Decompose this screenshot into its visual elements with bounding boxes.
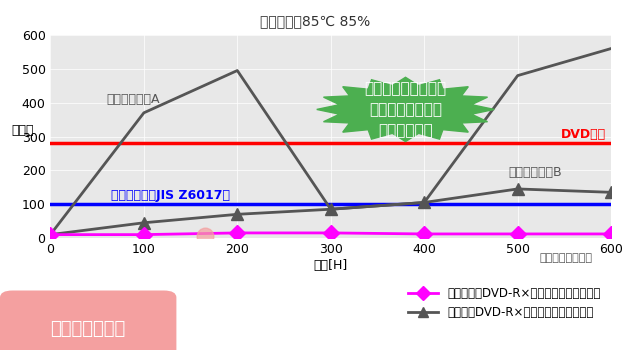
Text: DVD規格: DVD規格 [561,127,607,141]
Text: 加速条件：85℃ 85%: 加速条件：85℃ 85% [260,14,370,28]
Legend: 長期保存用DVD-R×アーカイブ用ドライブ, 一般市販DVD-R×一般市販記録ドライブ: 長期保存用DVD-R×アーカイブ用ドライブ, 一般市販DVD-R×一般市販記録ド… [403,282,605,323]
Text: アルメディオ調べ: アルメディオ調べ [539,253,592,264]
Text: 海外メーカーA: 海外メーカーA [106,93,160,106]
Text: 国内メーカーB: 国内メーカーB [508,166,562,179]
Y-axis label: エラー: エラー [11,124,33,136]
Polygon shape [317,77,495,141]
X-axis label: 時間[H]: 時間[H] [314,259,348,272]
Text: 良好な状態（JIS Z6017）: 良好な状態（JIS Z6017） [111,189,230,202]
Text: 初期特性が良くても
安心に長期保存が
できません。: 初期特性が良くても 安心に長期保存が できません。 [364,81,447,138]
Text: 安心な組合わせ: 安心な組合わせ [50,320,126,338]
